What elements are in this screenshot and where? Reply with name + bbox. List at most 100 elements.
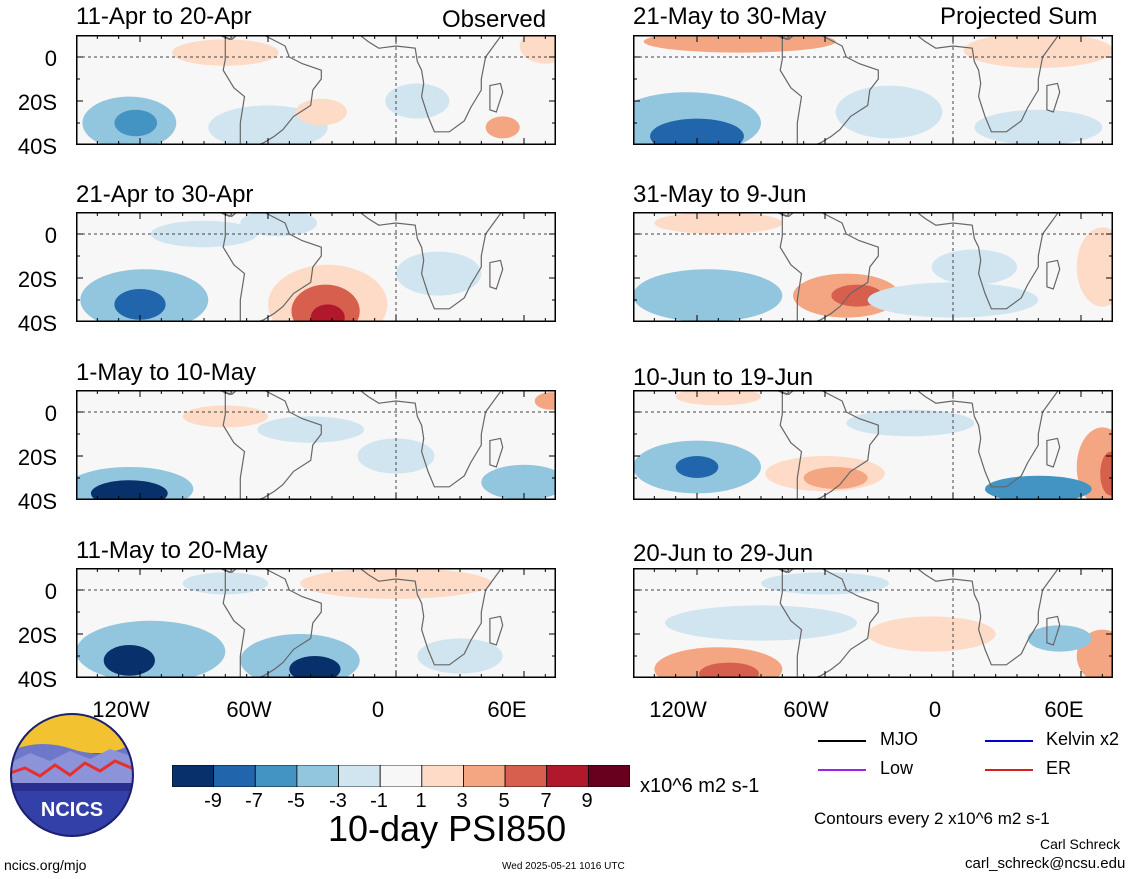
anomaly-shading <box>485 116 520 139</box>
map-frame <box>633 568 1113 678</box>
colorbar-tick: 5 <box>498 790 510 812</box>
coastline <box>779 212 879 322</box>
colorbar-swatch <box>379 765 423 787</box>
y-tick-label: 40S <box>17 311 57 336</box>
anomaly-shading <box>633 269 783 322</box>
y-tick-label: 0 <box>44 46 57 71</box>
legend-label: Kelvin x2 <box>1046 729 1120 749</box>
anomaly-shading <box>481 464 556 500</box>
anomaly-shading <box>519 35 556 64</box>
colorbar-tick: -7 <box>245 790 263 812</box>
y-tick-label: 40S <box>17 134 57 159</box>
map-frame <box>76 212 556 322</box>
contour-note: Contours every 2 x10^6 m2 s-1 <box>814 809 1050 828</box>
anomaly-shading <box>310 304 345 322</box>
coastline <box>217 568 233 574</box>
anomaly-shading <box>240 212 318 237</box>
anomaly-shading <box>300 568 492 599</box>
source-url: ncics.org/mjo <box>4 857 87 873</box>
coastline <box>359 212 503 310</box>
anomaly-shading <box>867 282 1039 318</box>
x-tick-label: 120W <box>92 697 150 722</box>
colorbar-tick: 3 <box>456 790 468 812</box>
coastline <box>489 437 504 468</box>
x-tick-label: 60E <box>487 697 527 722</box>
colorbar-swatch <box>463 765 506 787</box>
coastline <box>1046 259 1061 290</box>
coastline <box>779 390 879 500</box>
coastline <box>916 212 1060 310</box>
panel-title: 11-May to 20-May <box>76 537 268 564</box>
x-tick-label: 60W <box>783 697 829 722</box>
colorbar-units: x10^6 m2 s-1 <box>640 775 760 797</box>
author-email: carl_schreck@ncsu.edu <box>965 855 1126 872</box>
colorbar-swatch <box>504 765 548 787</box>
x-tick-label: 60W <box>226 697 272 722</box>
y-tick-label: 0 <box>44 579 57 604</box>
anomaly-shading <box>963 35 1113 68</box>
map-frame <box>76 568 556 678</box>
panel-title: 11-Apr to 20-Apr <box>76 3 252 30</box>
coastline <box>774 212 790 218</box>
anomaly-shading <box>654 212 783 234</box>
coastline <box>222 212 322 322</box>
legend-line-mjo <box>818 740 866 742</box>
coastline <box>217 212 233 218</box>
anomaly-shading <box>396 251 482 296</box>
anomaly-shading <box>985 475 1092 500</box>
legend-label: ER <box>1046 758 1072 778</box>
anomaly-shading <box>114 289 166 320</box>
map-panel <box>76 390 556 500</box>
y-tick-label: 20S <box>17 90 57 115</box>
colorbar <box>172 765 630 787</box>
anomaly-shading <box>295 98 347 126</box>
map-panel <box>76 568 556 678</box>
anomaly-shading <box>103 645 155 676</box>
anomaly-shading <box>114 109 158 137</box>
observed-label: Observed <box>442 6 547 33</box>
panel-title: 10-Jun to 19-Jun <box>633 364 814 391</box>
colorbar-tick: -1 <box>370 790 388 812</box>
colorbar-swatch <box>338 765 381 787</box>
projected-label: Projected Sum <box>940 3 1098 30</box>
anomaly-shading <box>867 616 996 652</box>
coastline <box>1046 437 1061 468</box>
map-panel <box>633 568 1113 678</box>
y-tick-label: 0 <box>44 401 57 426</box>
colorbar-swatch <box>421 765 464 787</box>
coastline <box>222 390 322 500</box>
panel-title: 21-May to 30-May <box>633 3 827 30</box>
map-frame <box>76 35 556 145</box>
anomaly-shading <box>835 85 943 139</box>
coastline <box>489 615 504 646</box>
anomaly-shading <box>931 249 1017 285</box>
colorbar-tick: 1 <box>415 790 427 812</box>
coastline <box>916 35 1060 133</box>
panel-title: 20-Jun to 29-Jun <box>633 540 814 567</box>
anomaly-shading <box>974 109 1103 145</box>
anomaly-shading <box>1076 227 1113 307</box>
coastline <box>774 35 790 41</box>
timestamp: Wed 2025-05-21 1016 UTC <box>502 861 625 872</box>
colorbar-tick: -9 <box>204 790 222 812</box>
coastline <box>1046 82 1061 113</box>
map-frame <box>633 35 1113 145</box>
map-panel <box>633 212 1113 322</box>
anomaly-shading <box>846 409 975 437</box>
colorbar-swatch <box>546 765 589 787</box>
coastline <box>774 568 790 574</box>
x-tick-label: 60E <box>1044 697 1084 722</box>
coastline <box>779 35 879 145</box>
map-panel <box>76 212 556 322</box>
legend-line-kelvin <box>985 740 1033 742</box>
coastline <box>359 568 503 666</box>
x-tick-label: 0 <box>371 697 385 722</box>
coastline <box>489 259 504 290</box>
anomaly-shading <box>665 605 857 641</box>
colorbar-tick: 9 <box>581 790 593 812</box>
coastline <box>916 568 1060 666</box>
coastline <box>222 568 322 678</box>
map-frame <box>76 390 556 500</box>
anomaly-shading <box>699 662 759 678</box>
anomaly-shading <box>675 456 719 478</box>
